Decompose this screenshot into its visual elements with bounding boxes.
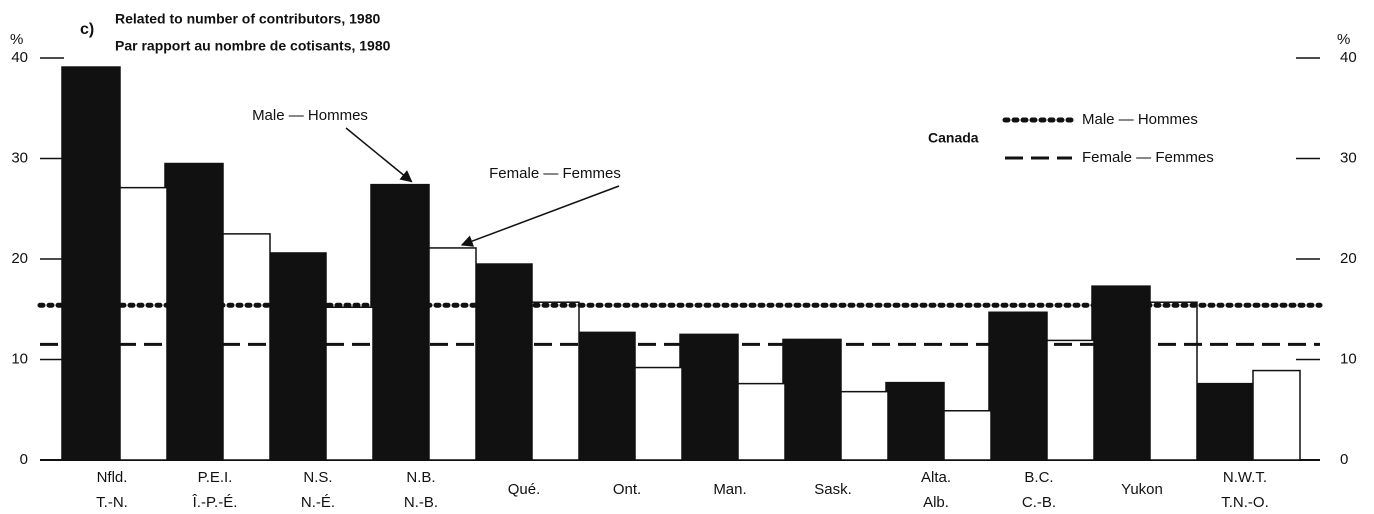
x-tick-label: P.E.I.	[198, 469, 233, 486]
y2-tick-label: 30	[1340, 149, 1357, 166]
x-tick-label-fr: T.-N.	[96, 494, 128, 511]
y-unit: %	[10, 31, 23, 48]
y-tick-label: 10	[11, 350, 28, 367]
y-tick-label: 0	[20, 451, 28, 468]
male-bar	[164, 162, 224, 461]
legend-label: Female — Femmes	[1082, 149, 1214, 166]
x-tick-label: Alta.	[921, 469, 951, 486]
male-bar	[988, 311, 1048, 461]
x-tick-label-fr: Î.-P.-É.	[192, 494, 238, 511]
x-tick-label: B.C.	[1024, 469, 1053, 486]
x-tick-label: Nfld.	[97, 469, 128, 486]
x-tick-label-fr: Alb.	[923, 494, 949, 511]
male-bar	[885, 381, 945, 461]
y2-tick-label: 0	[1340, 451, 1348, 468]
chart-subtitle: Par rapport au nombre de cotisants, 1980	[115, 38, 391, 54]
female-bar	[840, 390, 889, 461]
male-bar	[576, 331, 636, 461]
panel-label: c)	[80, 21, 94, 38]
female-bar	[1046, 339, 1095, 461]
male-bar	[370, 183, 430, 461]
female-bar	[222, 233, 271, 461]
y-tick-label: 30	[11, 149, 28, 166]
male-bar	[1194, 382, 1254, 461]
x-tick-label: Qué.	[508, 481, 541, 498]
female-bar	[325, 306, 374, 461]
legend-title: Canada	[928, 130, 979, 146]
x-tick-label: Yukon	[1121, 481, 1163, 498]
y2-tick-label: 10	[1340, 350, 1357, 367]
female-bar	[943, 410, 992, 461]
y-tick-label: 20	[11, 250, 28, 267]
x-tick-label: N.W.T.	[1223, 469, 1267, 486]
x-tick-label: Ont.	[613, 481, 641, 498]
female-bar	[1252, 369, 1301, 461]
legend-label: Male — Hommes	[1082, 111, 1198, 128]
annotation: Male — Hommes	[252, 107, 368, 124]
female-bar	[119, 186, 168, 461]
x-tick-label-fr: N.-É.	[301, 494, 335, 511]
male-bar	[61, 66, 121, 461]
female-bar	[531, 301, 580, 461]
female-bar	[634, 366, 683, 461]
y2-tick-label: 20	[1340, 250, 1357, 267]
x-tick-label-fr: T.N.-O.	[1221, 494, 1269, 511]
y2-tick-label: 40	[1340, 49, 1357, 66]
female-bar	[1149, 301, 1198, 461]
female-bar	[737, 382, 786, 461]
chart-title: Related to number of contributors, 1980	[115, 11, 380, 27]
x-tick-label-fr: N.-B.	[404, 494, 438, 511]
male-bar	[267, 252, 327, 461]
male-bar	[1091, 285, 1151, 461]
annotation: Female — Femmes	[489, 165, 621, 182]
male-bar	[782, 338, 842, 461]
x-tick-label: Man.	[713, 481, 746, 498]
annotation-arrow	[345, 127, 413, 183]
x-tick-label-fr: C.-B.	[1022, 494, 1056, 511]
female-bar	[428, 247, 477, 461]
y-tick-label: 40	[11, 49, 28, 66]
male-bar	[679, 333, 739, 461]
x-tick-label: Sask.	[814, 481, 852, 498]
y2-unit: %	[1337, 31, 1350, 48]
annotation-arrow	[460, 185, 620, 247]
x-tick-label: N.B.	[406, 469, 435, 486]
male-bar	[473, 263, 533, 461]
x-tick-label: N.S.	[303, 469, 332, 486]
